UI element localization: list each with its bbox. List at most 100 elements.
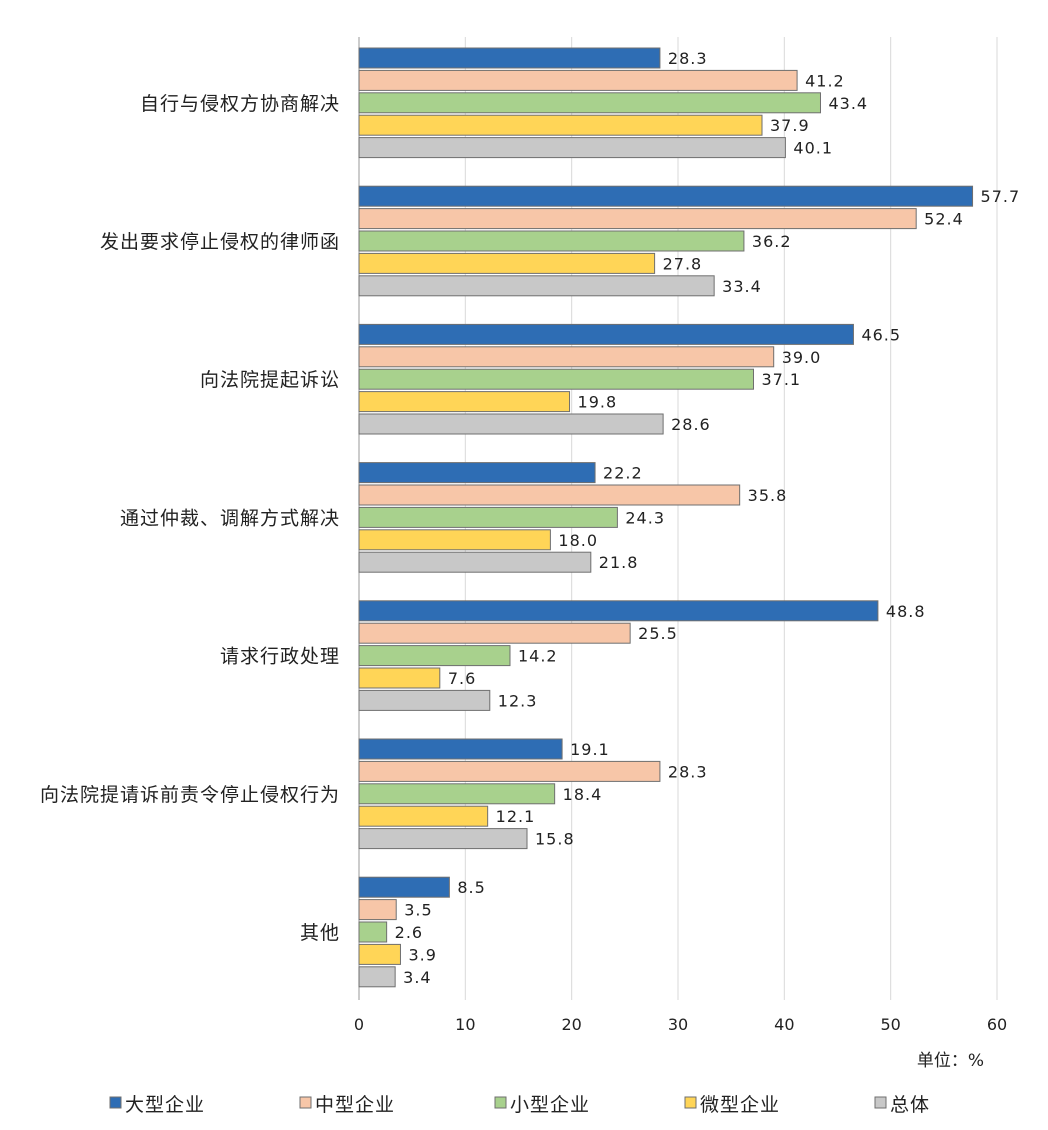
bar-value-label: 12.1	[496, 807, 536, 826]
legend-item: 中型企业	[299, 1094, 395, 1116]
bar	[358, 805, 489, 827]
bar	[358, 600, 879, 622]
bar-value-label: 8.5	[457, 878, 485, 897]
bar	[358, 667, 441, 689]
bar	[358, 551, 592, 573]
bar-value-label: 7.6	[448, 669, 476, 688]
bar	[358, 69, 798, 91]
bar-value-label: 36.2	[752, 232, 792, 251]
bar-value-label: 14.2	[518, 647, 558, 666]
bar	[358, 899, 397, 921]
x-tick-label: 60	[987, 1015, 1007, 1034]
bar-value-label: 19.1	[570, 740, 610, 759]
bar-value-label: 39.0	[782, 348, 822, 367]
category-label: 向法院提请诉前责令停止侵权行为	[40, 784, 340, 806]
bar-value-label: 35.8	[748, 486, 788, 505]
bar-value-label: 3.9	[408, 945, 436, 964]
bar	[358, 921, 388, 943]
bar-value-label: 3.5	[404, 901, 432, 920]
legend-item: 小型企业	[494, 1094, 590, 1116]
bar-value-label: 19.8	[578, 393, 618, 412]
bar	[358, 645, 511, 667]
legend-item: 微型企业	[684, 1094, 780, 1116]
x-tick-label: 20	[561, 1015, 581, 1034]
bar	[358, 137, 786, 159]
bar	[358, 185, 974, 207]
category-label: 通过仲裁、调解方式解决	[120, 507, 340, 529]
bar-value-label: 3.4	[403, 968, 431, 987]
legend-item: 大型企业	[109, 1094, 205, 1116]
bar-value-label: 28.3	[668, 49, 708, 68]
unit-label: 单位：%	[917, 1051, 984, 1071]
bar	[358, 529, 551, 551]
category-labels: 自行与侵权方协商解决发出要求停止侵权的律师函向法院提起诉讼通过仲裁、调解方式解决…	[40, 93, 340, 944]
bar	[358, 92, 821, 114]
bar-value-label: 25.5	[638, 624, 678, 643]
x-tick-label: 30	[668, 1015, 688, 1034]
bar-value-label: 28.6	[671, 415, 711, 434]
bar	[358, 506, 618, 528]
category-label: 向法院提起诉讼	[200, 369, 340, 391]
bar-value-label: 52.4	[924, 210, 964, 229]
bar	[358, 346, 775, 368]
legend-swatch	[109, 1096, 122, 1109]
bar	[358, 828, 528, 850]
x-axis-ticks: 0 10 20 30 40 50 60	[354, 1015, 1007, 1034]
bar	[358, 760, 661, 782]
bar	[358, 876, 450, 898]
bar-value-label: 27.8	[663, 254, 703, 273]
bar	[358, 783, 556, 805]
bar	[358, 391, 571, 413]
bar	[358, 323, 854, 345]
bar-value-label: 18.0	[558, 531, 598, 550]
legend-label: 小型企业	[510, 1094, 590, 1116]
bars	[358, 47, 974, 988]
bar-value-label: 24.3	[625, 508, 665, 527]
bar-value-label: 37.1	[761, 370, 801, 389]
legend-label: 总体	[890, 1094, 930, 1116]
bar-value-label: 22.2	[603, 464, 643, 483]
legend-swatch	[684, 1096, 697, 1109]
bar-value-label: 12.3	[498, 691, 538, 710]
category-label: 发出要求停止侵权的律师函	[100, 231, 340, 253]
bar	[358, 943, 401, 965]
bar-value-label: 48.8	[886, 602, 926, 621]
legend-swatch	[299, 1096, 312, 1109]
bar	[358, 252, 656, 274]
bar-value-label: 41.2	[805, 71, 845, 90]
legend-label: 中型企业	[315, 1094, 395, 1116]
bar	[358, 208, 917, 230]
bar-value-label: 43.4	[828, 94, 868, 113]
legend-label: 大型企业	[125, 1094, 205, 1116]
bar	[358, 368, 754, 390]
bar-value-label: 28.3	[668, 762, 708, 781]
bar	[358, 275, 715, 297]
bar-value-label: 57.7	[981, 187, 1021, 206]
legend-item: 总体	[874, 1094, 930, 1116]
bar	[358, 622, 631, 644]
legend: 大型企业 中型企业 小型企业 微型企业 总体	[109, 1094, 930, 1116]
bar-value-label: 18.4	[563, 785, 603, 804]
bar	[358, 738, 563, 760]
bar-value-label: 40.1	[793, 139, 833, 158]
value-labels: 28.3 41.2 43.4 37.9 40.1 57.7 52.4 36.2 27.8 33.4…	[395, 49, 1021, 987]
bar-value-label: 15.8	[535, 830, 575, 849]
bar-value-label: 46.5	[861, 325, 901, 344]
category-label: 请求行政处理	[220, 646, 340, 668]
bar-value-label: 21.8	[599, 553, 639, 572]
category-label: 自行与侵权方协商解决	[140, 93, 340, 115]
bar	[358, 230, 745, 252]
bar	[358, 462, 596, 484]
bar	[358, 689, 491, 711]
category-label: 其他	[300, 922, 340, 944]
x-tick-label: 50	[880, 1015, 900, 1034]
bar-value-label: 33.4	[722, 277, 762, 296]
x-tick-label: 10	[455, 1015, 475, 1034]
legend-swatch	[494, 1096, 507, 1109]
legend-label: 微型企业	[700, 1094, 780, 1116]
bar	[358, 114, 763, 136]
legend-swatch	[874, 1096, 887, 1109]
bar	[358, 484, 741, 506]
